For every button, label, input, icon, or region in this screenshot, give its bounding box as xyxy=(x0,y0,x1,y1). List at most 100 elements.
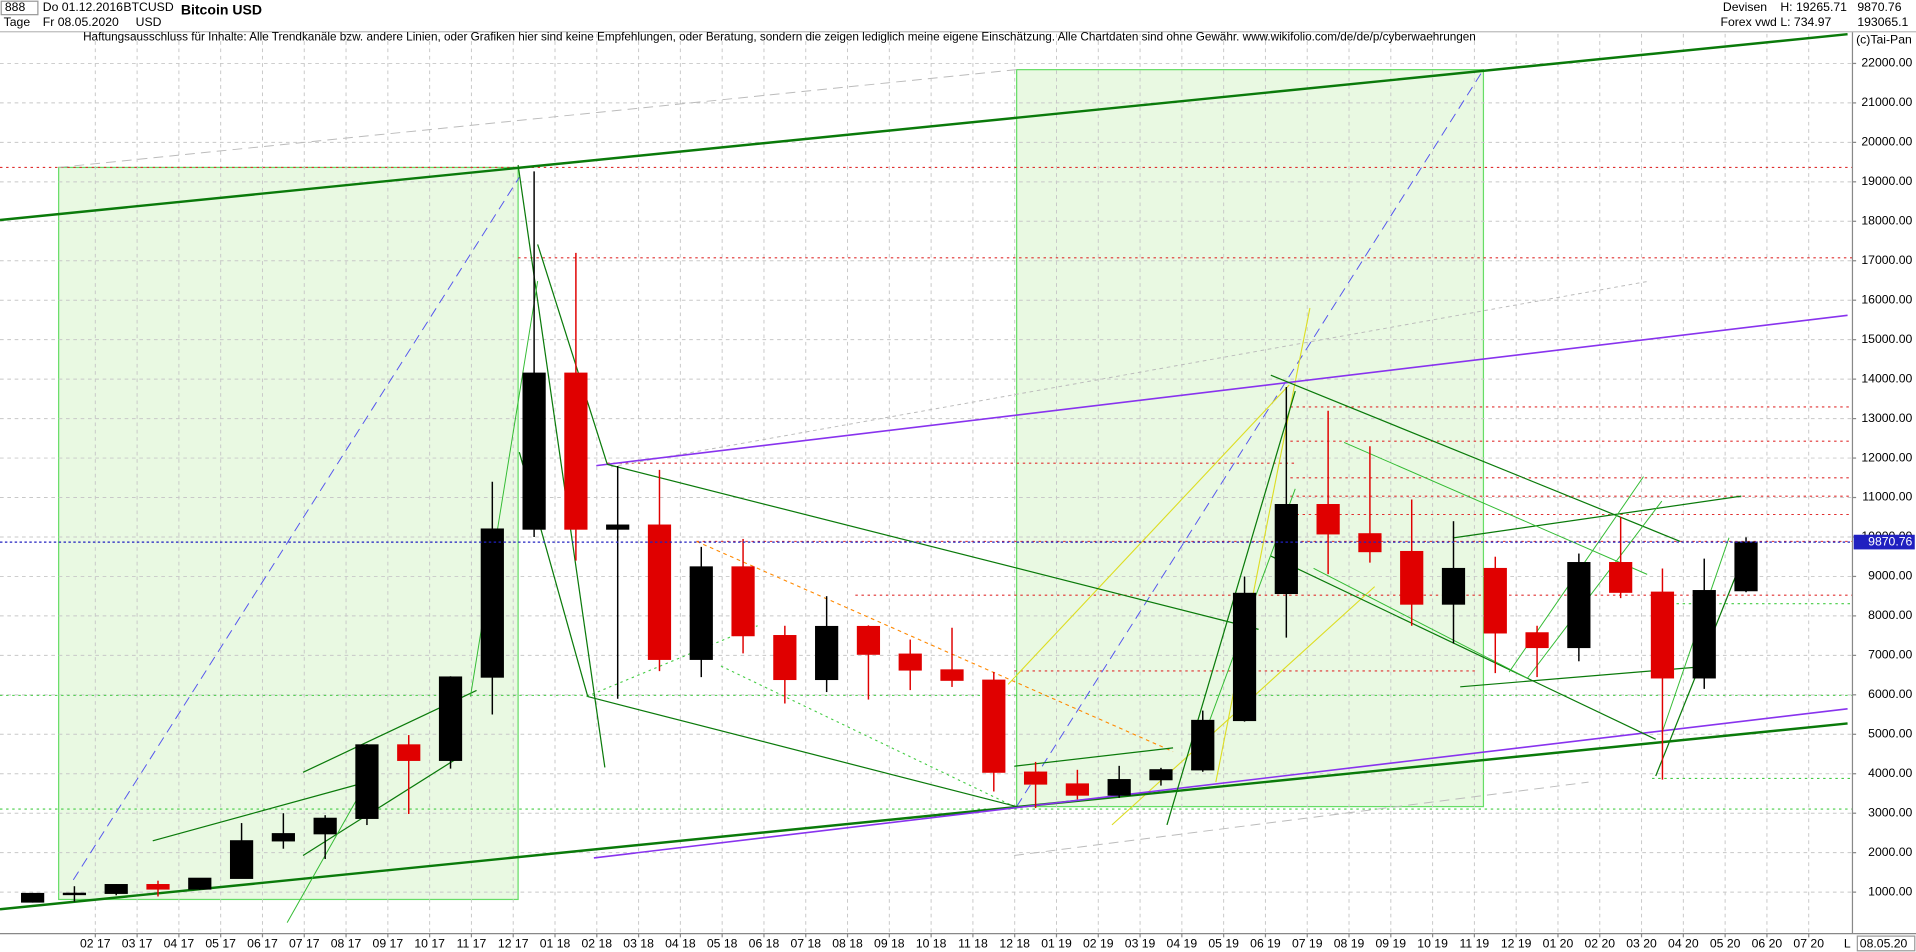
trend-line xyxy=(517,164,606,768)
trend-line xyxy=(1014,747,1174,767)
candle-body xyxy=(1232,592,1257,722)
trend-line xyxy=(1014,781,1589,856)
x-tick-label: 11 18 xyxy=(958,936,988,950)
y-tick-label: 14000.00 xyxy=(1861,371,1912,385)
trend-line xyxy=(1270,374,1681,542)
x-tick-label: 10 18 xyxy=(916,936,947,950)
code-box[interactable] xyxy=(0,0,39,16)
candle-body xyxy=(773,635,797,681)
x-tick-label: 07 17 xyxy=(289,936,320,950)
candle-body xyxy=(564,372,588,530)
x-tick-label: 05 19 xyxy=(1208,936,1239,950)
last: 9870.76 xyxy=(1857,0,1901,14)
candle-body xyxy=(271,833,295,842)
y-tick-label: 18000.00 xyxy=(1861,214,1912,228)
channel-line xyxy=(593,708,1848,859)
range-box xyxy=(58,166,519,901)
candle-body xyxy=(815,625,839,681)
candle-body xyxy=(104,884,128,894)
candle-body xyxy=(1274,504,1298,595)
trend-lines xyxy=(0,33,1853,923)
x-tick-label: 01 19 xyxy=(1041,936,1072,950)
x-tick-label: 03 19 xyxy=(1125,936,1156,950)
trend-line xyxy=(607,463,1259,630)
y-tick-label: 22000.00 xyxy=(1861,56,1912,70)
symbol: BTCUSD xyxy=(123,0,173,14)
y-tick-label: 20000.00 xyxy=(1861,135,1912,149)
candle-body xyxy=(522,372,546,530)
candle-body xyxy=(480,528,504,678)
x-tick-label: 11 19 xyxy=(1460,936,1490,950)
candle-body xyxy=(1358,533,1382,553)
low: L: 734.97 xyxy=(1780,15,1831,29)
candle-body xyxy=(355,744,379,819)
chart-title: Bitcoin USD xyxy=(181,2,262,18)
y-tick-label: 6000.00 xyxy=(1868,687,1912,701)
x-tick-label: 02 20 xyxy=(1584,936,1615,950)
scale-mode[interactable]: L xyxy=(1844,936,1851,950)
trend-line xyxy=(1166,390,1296,826)
x-tick-label: 06 18 xyxy=(749,936,780,950)
x-tick-label: 04 17 xyxy=(164,936,195,950)
grid xyxy=(0,33,1853,934)
currency: USD xyxy=(136,15,162,29)
x-tick-label: 07 19 xyxy=(1292,936,1323,950)
x-tick-label: 11 17 xyxy=(457,936,487,950)
candle-body xyxy=(731,566,755,637)
y-tick-label: 12000.00 xyxy=(1861,450,1912,464)
trend-line xyxy=(302,757,459,856)
candle-body xyxy=(1525,632,1549,649)
candle-body xyxy=(647,524,672,660)
x-tick-label: 09 19 xyxy=(1376,936,1407,950)
disclaimer: Haftungsausschluss für Inhalte: Alle Tre… xyxy=(83,30,1476,43)
last-price-box xyxy=(1853,534,1915,550)
code: 888 xyxy=(5,0,26,14)
trend-line xyxy=(152,781,367,842)
period[interactable]: Tage xyxy=(4,15,31,29)
channel-line xyxy=(596,314,1848,467)
candle-body xyxy=(606,524,630,530)
candle-body xyxy=(313,817,337,835)
y-tick-label: 21000.00 xyxy=(1861,95,1912,109)
trend-line xyxy=(696,540,1174,753)
candle-body xyxy=(229,840,254,879)
y-tick-label: 9000.00 xyxy=(1868,569,1912,583)
trend-line xyxy=(586,625,758,698)
candle-body xyxy=(898,653,922,671)
x-tick-label: 06 19 xyxy=(1250,936,1281,950)
axes: 1000.00 2000.00 3000.00 4000.00 5000.00 6000.… xyxy=(0,56,1915,950)
candle-body xyxy=(1734,541,1758,592)
x-tick-label: 09 17 xyxy=(373,936,404,950)
channel-line xyxy=(0,33,1848,222)
y-tick-label: 11000.00 xyxy=(1862,490,1912,504)
trend-line xyxy=(1454,495,1742,539)
trend-line xyxy=(537,244,608,465)
candle-body xyxy=(1107,779,1131,796)
date-to: Fr 08.05.2020 xyxy=(43,15,119,29)
x-tick-label: 09 18 xyxy=(874,936,905,950)
y-tick-label: 13000.00 xyxy=(1861,411,1912,425)
x-tick-label: 01 18 xyxy=(540,936,571,950)
trend-line xyxy=(1016,69,1484,807)
x-tick-label: 03 18 xyxy=(623,936,654,950)
x-tick-label: 05 20 xyxy=(1710,936,1741,950)
candle-body xyxy=(1609,562,1633,593)
x-tick-label: 05 17 xyxy=(205,936,236,950)
x-tick-label: 04 20 xyxy=(1668,936,1699,950)
candle-body xyxy=(1567,562,1591,649)
x-tick-label: 04 18 xyxy=(665,936,696,950)
x-tick-label: 12 17 xyxy=(498,936,529,950)
market: Devisen xyxy=(1723,0,1767,14)
candle-body xyxy=(1065,783,1089,796)
y-tick-label: 3000.00 xyxy=(1868,805,1912,819)
x-tick-label: 08 18 xyxy=(832,936,863,950)
x-tick-label: 02 19 xyxy=(1083,936,1114,950)
y-tick-label: 5000.00 xyxy=(1868,727,1912,741)
source: Forex vwd xyxy=(1720,15,1777,29)
candle-body xyxy=(1316,504,1340,535)
x-tick-label: 02 17 xyxy=(80,936,111,950)
y-tick-label: 2000.00 xyxy=(1868,845,1912,859)
trend-line xyxy=(58,69,1017,168)
y-tick-label: 1000.00 xyxy=(1868,884,1912,898)
